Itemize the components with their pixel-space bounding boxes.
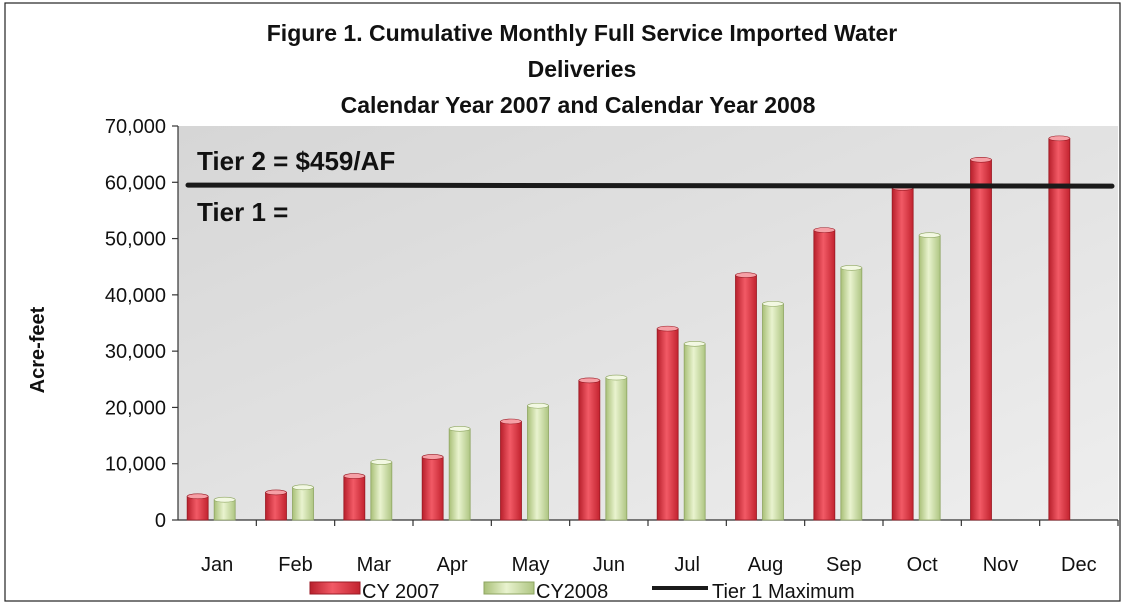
bar-cy2007-jul (656, 328, 679, 521)
bar-cap (656, 325, 679, 332)
y-tick-label: 20,000 (105, 397, 166, 419)
bar-cap (578, 377, 601, 384)
bar-cap (970, 156, 992, 163)
y-tick-label: 70,000 (105, 116, 166, 138)
bar-cy2007-jun (578, 380, 601, 521)
x-tick-label: Jul (674, 554, 700, 576)
bar-cap (421, 454, 444, 460)
bar-cap (500, 418, 522, 425)
x-tick-label: Apr (437, 554, 468, 576)
x-tick-label: Dec (1061, 554, 1097, 576)
bar-cap (292, 484, 314, 491)
bar-cap (683, 341, 706, 347)
x-tick-label: Nov (983, 554, 1019, 576)
legend: CY 2007 CY2008 Tier 1 Maximum (309, 581, 855, 603)
y-tick-label: 50,000 (105, 229, 166, 251)
x-tick-label: Sep (826, 554, 862, 576)
bar-cap (448, 426, 471, 432)
legend-cy2007-label: CY 2007 (362, 581, 439, 603)
bar-cy2008-may (527, 405, 549, 521)
legend-cy2008-swatch (483, 581, 535, 595)
bar-cy2008-feb (292, 486, 314, 521)
bar-cap (605, 374, 628, 381)
tier1-line-group (185, 182, 1115, 189)
plot-area (178, 126, 1118, 520)
annotation-tier2: Tier 2 = $459/AF (197, 146, 395, 176)
bar-cy2007-may (500, 421, 522, 521)
x-tick-label: Oct (907, 554, 939, 576)
bar-cap (735, 272, 757, 278)
legend-cy2008-label: CY2008 (536, 581, 608, 603)
x-tick-label: Mar (357, 554, 392, 576)
x-tick-label: Jun (593, 554, 625, 576)
chart-title-line-3: Calendar Year 2007 and Calendar Year 200… (341, 92, 816, 118)
x-tick-label: Feb (278, 554, 312, 576)
bar-cy2007-feb (265, 492, 287, 521)
bar-cap (840, 265, 863, 271)
bar-cap (370, 459, 393, 465)
axes: 0 10,000 20,000 30,000 40,000 50,000 60,000 70,… (105, 116, 1119, 576)
bar-cap (813, 227, 836, 233)
x-tick-label: May (512, 554, 550, 576)
y-tick-label: 10,000 (105, 454, 166, 476)
bar-cy2007-dec (1048, 137, 1071, 521)
y-tick-label: 40,000 (105, 285, 166, 307)
bar-cy2008-jun (605, 377, 628, 521)
bar-cy2007-jan (186, 495, 209, 521)
bar-cap (527, 402, 549, 409)
bar-cap (265, 489, 287, 496)
bar-cy2008-oct (918, 234, 941, 521)
bar-cap (762, 301, 784, 307)
bar-cy2008-jul (683, 343, 706, 521)
y-axis-label: Acre-feet (27, 306, 49, 393)
tier1-maximum-line (185, 182, 1115, 189)
bar-cy2007-oct (891, 187, 914, 521)
legend-tier1-label: Tier 1 Maximum (712, 581, 855, 603)
bar-cy2007-aug (735, 274, 757, 521)
bar-cy2007-sep (813, 229, 836, 521)
bar-cap (213, 496, 236, 503)
bar-cy2008-aug (762, 303, 784, 521)
y-tick-label: 30,000 (105, 341, 166, 363)
x-tick-label: Jan (201, 554, 233, 576)
y-tick-label: 0 (155, 510, 166, 532)
bar-cy2008-sep (840, 267, 863, 521)
legend-cy2007-swatch (309, 581, 361, 595)
annotation-tier1: Tier 1 = (197, 197, 288, 227)
bar-cap (186, 493, 209, 500)
y-tick-label: 60,000 (105, 172, 166, 194)
bar-cap (343, 473, 366, 479)
bar-cy2007-mar (343, 475, 366, 521)
bars (186, 135, 1071, 521)
bar-cy2008-jan (213, 499, 236, 521)
bar-cy2007-nov (970, 159, 992, 521)
bar-cy2008-mar (370, 461, 393, 521)
chart-title-line-2: Deliveries (528, 56, 637, 82)
bar-cap (1048, 135, 1071, 142)
bar-cap (918, 232, 941, 238)
bar-cy2007-apr (421, 456, 444, 521)
bar-cy2008-apr (448, 428, 471, 521)
chart-title-line-1: Figure 1. Cumulative Monthly Full Servic… (267, 20, 898, 46)
x-tick-label: Aug (748, 554, 784, 576)
